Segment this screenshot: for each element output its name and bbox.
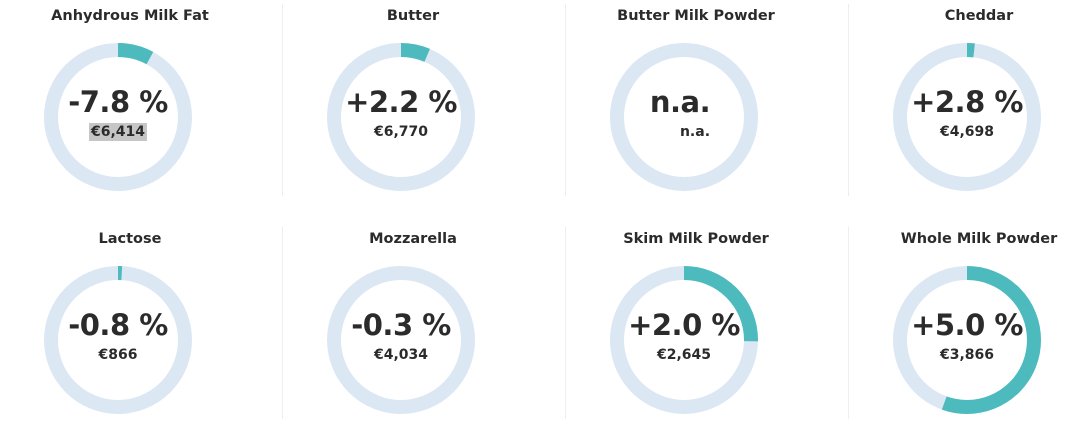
donut-ring xyxy=(41,40,195,194)
percent-change: +2.8 % xyxy=(911,85,1023,119)
ring-fill-arc xyxy=(893,43,1041,191)
donut-ring xyxy=(607,40,761,194)
percent-change: +5.0 % xyxy=(911,308,1023,342)
donut-ring xyxy=(324,263,478,417)
card-title: Cheddar xyxy=(944,8,1014,24)
price-value: €6,770 xyxy=(373,124,429,140)
price-value: €866 xyxy=(98,347,138,363)
price-value: €2,645 xyxy=(656,347,712,363)
percent-change: n.a. xyxy=(649,85,711,119)
card-title: Anhydrous Milk Fat xyxy=(51,8,209,24)
percent-change: -7.8 % xyxy=(68,85,168,119)
card-butter-milk-powder[interactable]: Butter Milk Powder n.a. n.a. xyxy=(565,0,826,200)
price-value: €6,414 xyxy=(88,123,148,141)
ring-track xyxy=(327,266,475,414)
donut-ring xyxy=(324,40,478,194)
price-value: €3,866 xyxy=(939,347,995,363)
ring-fill-arc xyxy=(610,266,758,414)
donut-ring xyxy=(890,263,1044,417)
price-value: €4,034 xyxy=(373,347,429,363)
card-title: Whole Milk Powder xyxy=(900,231,1058,247)
percent-change: -0.3 % xyxy=(351,308,451,342)
percent-change: +2.2 % xyxy=(345,85,457,119)
card-lactose[interactable]: Lactose -0.8 % €866 xyxy=(0,223,260,423)
percent-change: -0.8 % xyxy=(68,308,168,342)
ring-fill-arc xyxy=(893,266,1041,414)
price-value: n.a. xyxy=(679,124,711,140)
card-cheddar[interactable]: Cheddar +2.8 % €4,698 xyxy=(848,0,1080,200)
card-title: Lactose xyxy=(98,231,162,247)
price-value: €4,698 xyxy=(939,124,995,140)
percent-change: +2.0 % xyxy=(628,308,740,342)
card-title: Butter Milk Powder xyxy=(617,8,775,24)
ring-fill-arc xyxy=(44,266,192,414)
card-butter[interactable]: Butter +2.2 % €6,770 xyxy=(282,0,543,200)
ring-fill-arc xyxy=(327,43,475,191)
ring-fill-arc xyxy=(44,43,192,191)
card-anhydrous-milk-fat[interactable]: Anhydrous Milk Fat -7.8 % €6,414 xyxy=(0,0,260,200)
card-skim-milk-powder[interactable]: Skim Milk Powder +2.0 % €2,645 xyxy=(565,223,826,423)
donut-ring xyxy=(607,263,761,417)
card-whole-milk-powder[interactable]: Whole Milk Powder +5.0 % €3,866 xyxy=(848,223,1080,423)
card-mozzarella[interactable]: Mozzarella -0.3 % €4,034 xyxy=(282,223,543,423)
ring-track xyxy=(610,43,758,191)
card-title: Skim Milk Powder xyxy=(623,231,769,247)
card-title: Butter xyxy=(386,8,440,24)
donut-ring xyxy=(41,263,195,417)
card-title: Mozzarella xyxy=(369,231,457,247)
donut-ring xyxy=(890,40,1044,194)
